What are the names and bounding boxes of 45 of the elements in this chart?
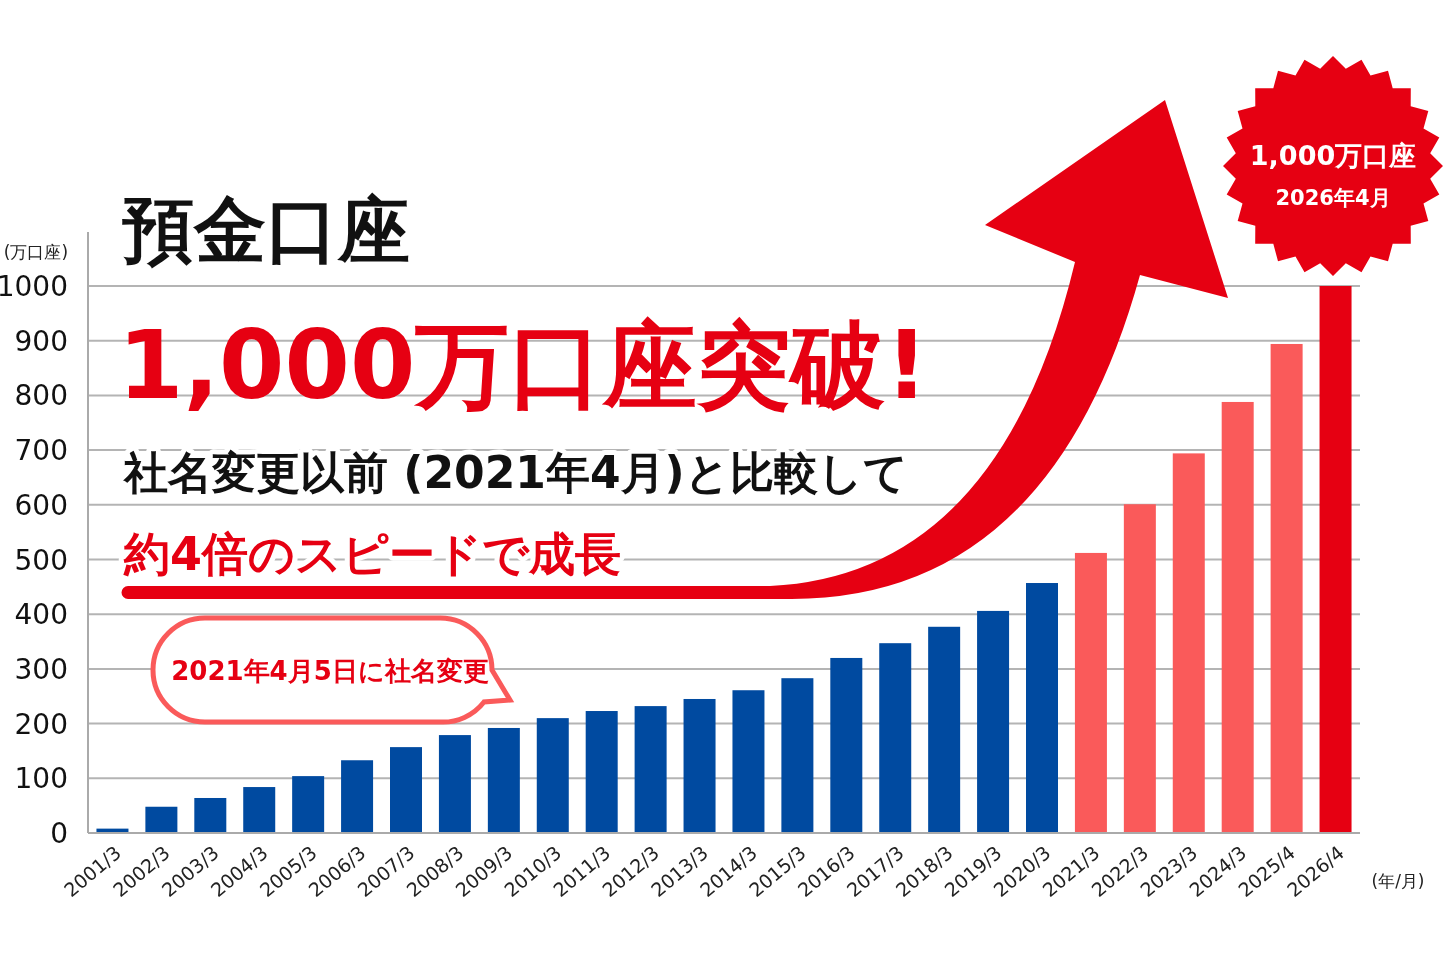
chart-title: 預金口座 [122,188,410,272]
bar [585,711,618,833]
x-axis-title: (年/月) [1371,871,1425,891]
y-tick-label: 1000 [0,270,68,303]
bar [1270,343,1303,833]
bar [781,678,814,833]
y-tick-label: 100 [14,762,68,796]
annotation: 約4倍のスピードで成長 [123,527,622,581]
bar [341,760,374,833]
chart-subtitle: 1,000万口座突破! [118,311,929,420]
y-tick-label: 900 [14,324,68,358]
y-axis-title: (万口座) [3,242,69,262]
y-tick-label: 800 [14,379,68,413]
bar [145,806,178,833]
annotation: 2021年4月5日に社名変更 [171,656,489,686]
y-tick-label: 200 [14,707,68,741]
bar [292,776,325,833]
bar [487,727,520,833]
bar [1319,286,1352,833]
bar [438,735,471,833]
bar [536,718,569,833]
annotation: 社名変更以前 (2021年4月)と比較して [122,447,908,498]
y-tick-label: 0 [50,817,68,850]
bar [1074,552,1107,833]
y-tick-label: 300 [14,652,68,686]
bar [1221,401,1254,833]
bar [390,747,422,833]
bar [732,690,765,833]
y-tick-label: 600 [14,488,68,522]
bar [830,657,863,833]
bar [977,610,1010,833]
y-tick-label: 500 [14,543,68,577]
y-tick-label: 700 [14,434,68,468]
bar [1172,453,1205,833]
bar [1123,504,1156,833]
text: 1,000万口座 [1249,140,1417,171]
bar [243,787,276,833]
bar [928,626,961,833]
bar [634,706,667,833]
bar [194,797,227,833]
y-tick-label: 400 [14,598,68,632]
bar [879,643,912,833]
text: 2026年4月 [1275,186,1391,210]
bar [683,698,716,833]
bar [1026,583,1058,833]
